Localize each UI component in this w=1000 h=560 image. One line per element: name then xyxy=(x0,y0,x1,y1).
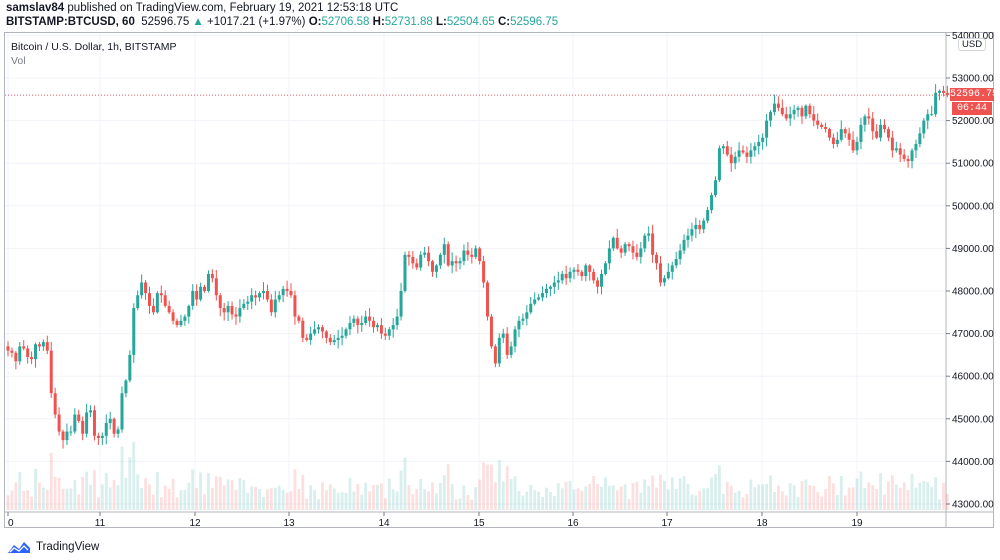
currency-badge[interactable]: USD xyxy=(958,38,987,51)
open-label: O: xyxy=(308,16,322,28)
published-text: published on TradingView.com, February 1… xyxy=(67,2,399,14)
high-value: 52731.88 xyxy=(384,16,433,28)
y-tick-label: 50000.00 xyxy=(952,201,994,212)
x-tick-label: 14 xyxy=(378,518,390,529)
close-label: C: xyxy=(497,16,511,28)
y-tick-label: 44000.00 xyxy=(952,457,994,468)
up-arrow-icon: ▲ xyxy=(192,16,204,28)
chart-legend: Bitcoin / U.S. Dollar, 1h, BITSTAMP Vol xyxy=(11,40,177,68)
y-tick-label: 49000.00 xyxy=(952,244,994,255)
x-tick-label: 16 xyxy=(567,518,579,529)
x-tick-label: 0 xyxy=(8,518,14,529)
y-tick-label: 45000.00 xyxy=(952,414,994,425)
publish-info: samslav84 published on TradingView.com, … xyxy=(6,2,398,14)
current-price-tag: 52596.75 xyxy=(950,88,999,101)
x-tick-label: 13 xyxy=(283,518,295,529)
brand-name: TradingView xyxy=(36,541,100,553)
y-tick-label: 47000.00 xyxy=(952,329,994,340)
tradingview-branding[interactable]: TradingView xyxy=(6,540,99,554)
symbol-name: BITSTAMP:BTCUSD, 60 xyxy=(6,16,135,28)
chart-frame xyxy=(4,32,994,528)
x-tick-label: 12 xyxy=(189,518,201,529)
x-tick-label: 19 xyxy=(851,518,863,529)
last-price: 52596.75 xyxy=(141,16,190,28)
low-label: L: xyxy=(435,16,447,28)
y-tick-label: 43000.00 xyxy=(952,500,994,511)
y-tick-label: 51000.00 xyxy=(952,159,994,170)
y-tick-label: 48000.00 xyxy=(952,287,994,298)
y-tick-label: 52000.00 xyxy=(952,116,994,127)
tradingview-logo-icon xyxy=(8,542,30,553)
open-value: 52706.58 xyxy=(321,16,370,28)
y-tick-label: 53000.00 xyxy=(952,74,994,85)
close-value: 52596.75 xyxy=(510,16,559,28)
countdown-tag: 06:44 xyxy=(952,102,992,115)
price-change: +1017.21 (+1.97%) xyxy=(207,16,306,28)
y-tick-label: 54000.00 xyxy=(952,31,994,42)
volume-label: Vol xyxy=(11,55,26,67)
x-tick-label: 18 xyxy=(756,518,768,529)
x-tick-label: 17 xyxy=(661,518,673,529)
x-tick-label: 11 xyxy=(95,518,106,529)
high-label: H: xyxy=(372,16,385,28)
low-value: 52504.65 xyxy=(446,16,495,28)
symbol-ohlc-bar: BITSTAMP:BTCUSD, 60 52596.75 ▲ +1017.21 … xyxy=(6,16,558,28)
author-name[interactable]: samslav84 xyxy=(6,2,65,14)
series-title: Bitcoin / U.S. Dollar, 1h, BITSTAMP xyxy=(11,41,177,53)
x-tick-label: 15 xyxy=(473,518,485,529)
y-tick-label: 46000.00 xyxy=(952,372,994,383)
